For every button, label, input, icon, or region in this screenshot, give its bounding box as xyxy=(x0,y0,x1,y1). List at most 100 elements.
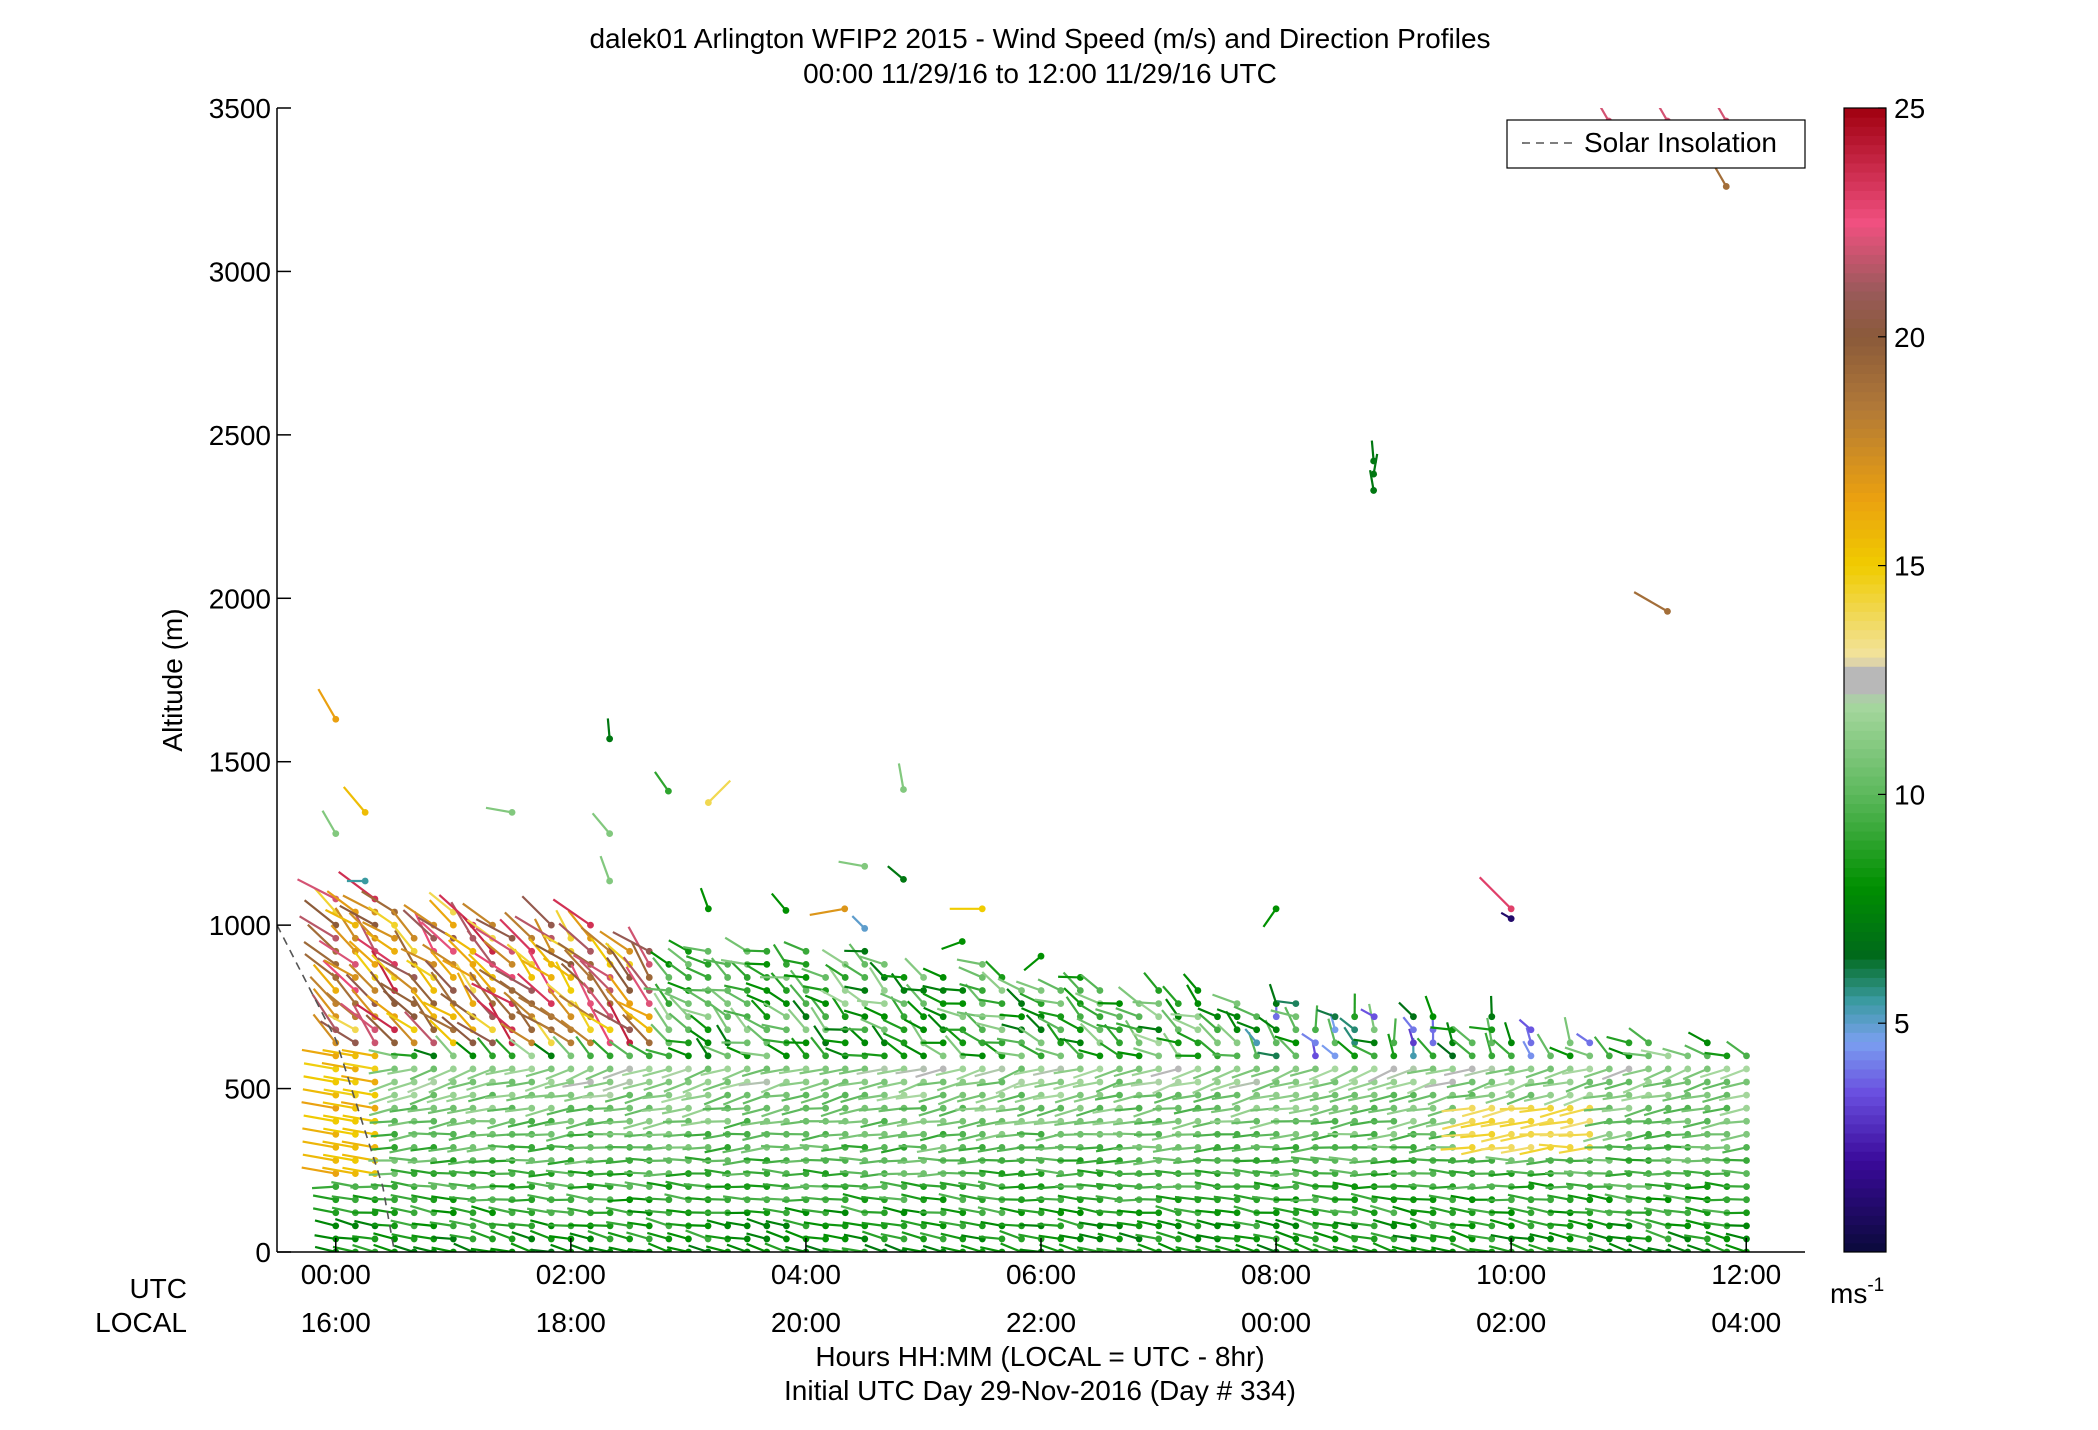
wind-barb-dot xyxy=(567,1013,574,1020)
wind-barb-dot xyxy=(372,1236,379,1243)
wind-barb-dot xyxy=(959,1039,966,1046)
wind-barb-dot xyxy=(509,961,516,968)
wind-barb-stick xyxy=(1623,1186,1648,1187)
colorbar-segment xyxy=(1844,1242,1886,1252)
wind-barb-dot xyxy=(1253,1118,1260,1125)
colorbar-segment xyxy=(1844,437,1886,447)
wind-barb-dot xyxy=(1528,1209,1535,1216)
wind-barb-stick xyxy=(1210,1121,1237,1122)
wind-barb xyxy=(1067,997,1084,1020)
wind-barb-dot xyxy=(1508,905,1515,912)
wind-barb-dot xyxy=(587,1079,594,1086)
wind-barb xyxy=(1426,996,1437,1020)
wind-barb xyxy=(323,811,340,837)
wind-barb-dot xyxy=(1430,1105,1437,1112)
wind-barb xyxy=(1481,1144,1515,1151)
wind-barb-stick xyxy=(1583,1160,1609,1161)
colorbar-segment xyxy=(1844,181,1886,191)
x-tick-label-local: 20:00 xyxy=(771,1307,841,1338)
wind-barb-dot xyxy=(1253,1079,1260,1086)
wind-barb-stick xyxy=(409,1121,434,1122)
wind-barb-stick xyxy=(1172,1134,1198,1135)
colorbar-segment xyxy=(1844,236,1886,246)
wind-barb xyxy=(1480,877,1515,912)
colorbar-segment xyxy=(1844,528,1886,538)
colorbar-segment xyxy=(1844,1041,1886,1051)
colorbar-segment xyxy=(1844,345,1886,355)
y-tick-label: 2000 xyxy=(209,583,271,614)
wind-barb-dot xyxy=(685,961,692,968)
wind-barb xyxy=(1705,84,1730,125)
wind-barb-dot xyxy=(470,1222,477,1229)
wind-barb-dot xyxy=(607,1026,614,1033)
wind-barb-dot xyxy=(1273,1066,1280,1073)
wind-barb-stick xyxy=(899,1108,924,1109)
wind-barb-dot xyxy=(1508,1052,1515,1059)
wind-barb-dot xyxy=(665,1092,672,1099)
wind-barb-dot xyxy=(979,1209,986,1216)
wind-barb-stick xyxy=(576,1036,590,1055)
wind-barb-stick xyxy=(586,1174,610,1175)
wind-barb-dot xyxy=(1292,1000,1299,1007)
colorbar-segment xyxy=(1844,190,1886,200)
wind-barb-dot xyxy=(920,1052,927,1059)
x-tick-label-utc: 00:00 xyxy=(301,1259,371,1290)
wind-barb-dot xyxy=(685,1236,692,1243)
wind-barb-dot xyxy=(1410,1052,1417,1059)
wind-barb xyxy=(593,813,613,837)
wind-barb-stick xyxy=(386,968,414,991)
wind-barb-stick xyxy=(744,1159,767,1161)
wind-barb-stick xyxy=(663,1121,688,1122)
wind-barb-stick xyxy=(644,1160,669,1161)
wind-barb-dot xyxy=(607,1092,614,1099)
colorbar-segment xyxy=(1844,1078,1886,1088)
wind-barb-dot xyxy=(587,1066,594,1073)
wind-barb-dot xyxy=(626,987,633,994)
colorbar-segment xyxy=(1844,583,1886,593)
colorbar-segment xyxy=(1844,556,1886,566)
wind-barb-dot xyxy=(763,1105,770,1112)
wind-barb-dot xyxy=(528,1052,535,1059)
wind-barb-dot xyxy=(1410,1222,1417,1229)
wind-barb xyxy=(1285,1007,1299,1033)
wind-barb-dot xyxy=(1077,1066,1084,1073)
wind-barb-dot xyxy=(1547,1066,1554,1073)
wind-barb xyxy=(705,781,730,806)
wind-barb-dot xyxy=(548,1066,555,1073)
wind-barb-dot xyxy=(763,1222,770,1229)
colorbar-segment xyxy=(1844,831,1886,841)
wind-barb-dot xyxy=(1312,1026,1319,1033)
wind-barb-stick xyxy=(810,909,845,915)
colorbar-segment xyxy=(1844,675,1886,685)
colorbar-segment xyxy=(1844,226,1886,236)
wind-barb-dot xyxy=(940,1066,947,1073)
colorbar-tick-label: 25 xyxy=(1894,93,1925,124)
wind-barb xyxy=(946,1036,967,1060)
wind-barb-dot xyxy=(1234,1209,1241,1216)
wind-barb-dot xyxy=(1273,905,1280,912)
wind-barb-dot xyxy=(587,1236,594,1243)
legend-label: Solar Insolation xyxy=(1584,127,1777,158)
wind-barb-dot xyxy=(1155,1039,1162,1046)
wind-barb-stick xyxy=(1646,84,1668,121)
wind-barb-dot xyxy=(940,1105,947,1112)
colorbar-segment xyxy=(1844,1215,1886,1225)
wind-barb-dot xyxy=(1292,1144,1299,1151)
wind-barb-stick xyxy=(318,689,335,719)
wind-barb-dot xyxy=(803,1052,810,1059)
wind-barb-dot xyxy=(1567,1236,1574,1243)
wind-barb xyxy=(766,1231,790,1242)
wind-barb-stick xyxy=(624,1172,649,1173)
wind-barb-dot xyxy=(1449,1066,1456,1073)
wind-barb-dot xyxy=(548,1079,555,1086)
colorbar-segment xyxy=(1844,1004,1886,1014)
wind-barb xyxy=(1442,1105,1476,1112)
wind-barb-dot xyxy=(1018,1052,1025,1059)
wind-barb-dot xyxy=(548,974,555,981)
wind-barb xyxy=(463,904,496,929)
wind-barb-stick xyxy=(1251,1146,1276,1147)
wind-barb-dot xyxy=(1626,1131,1633,1138)
wind-barb-stick xyxy=(975,1015,1002,1016)
wind-barb xyxy=(1501,913,1514,922)
wind-barb-dot xyxy=(1312,1092,1319,1099)
